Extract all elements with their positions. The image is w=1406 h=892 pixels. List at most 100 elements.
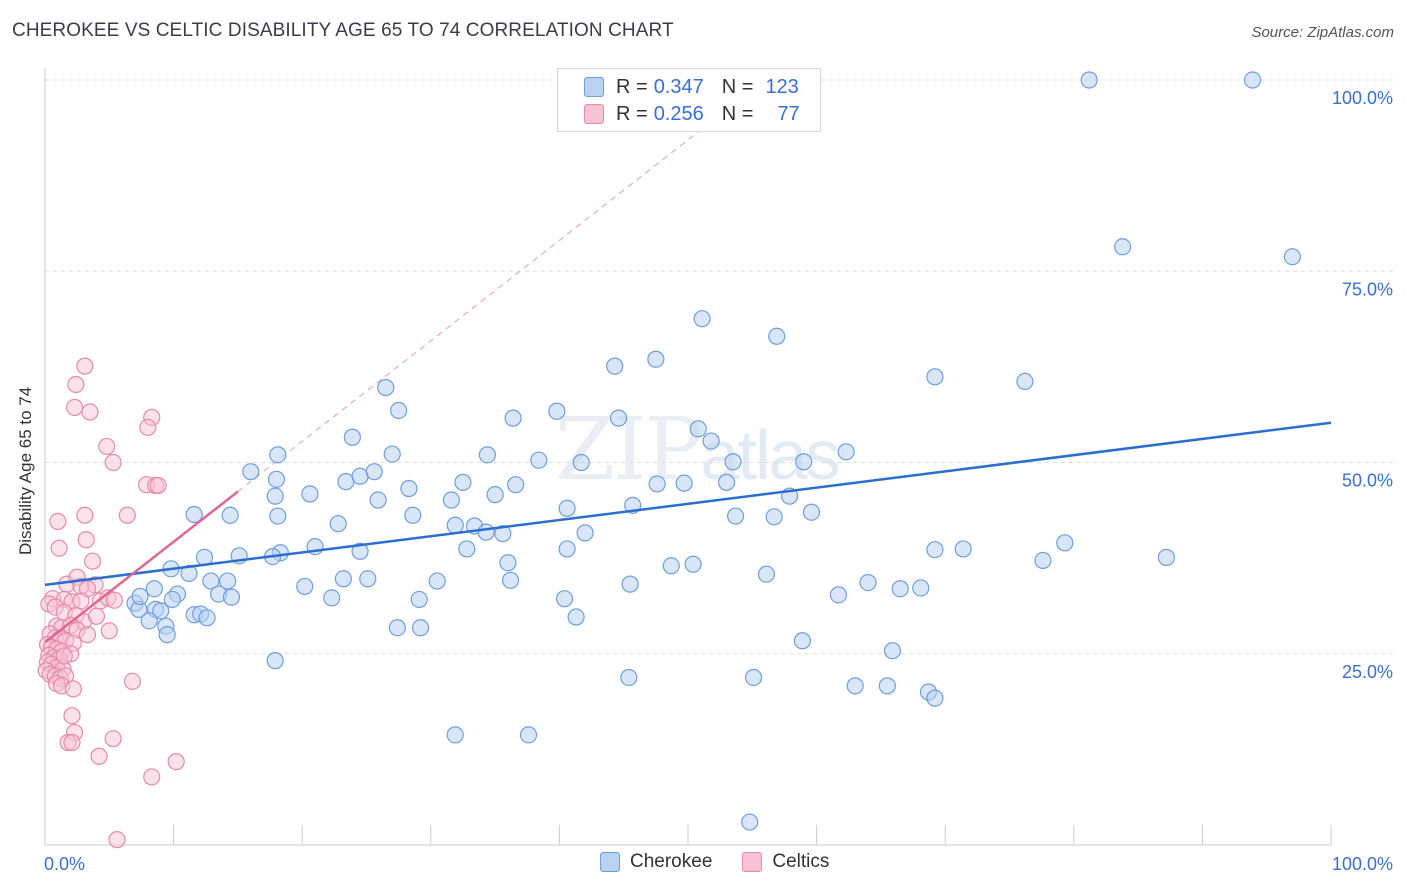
cherokee-point — [829, 586, 848, 604]
cherokee-point — [343, 428, 361, 446]
legend-n-label: N = — [721, 102, 754, 125]
cherokee-point — [1056, 534, 1074, 552]
cherokee-point — [202, 572, 220, 590]
legend-n-value: 77 — [777, 102, 800, 125]
cherokee-point — [499, 554, 517, 572]
celtics-point — [167, 753, 185, 771]
celtics-point — [81, 403, 99, 421]
cherokee-point — [507, 476, 525, 494]
celtics-points — [37, 357, 185, 849]
cherokee-point — [351, 467, 369, 485]
legend-label-celtics: Celtics — [772, 851, 830, 872]
celtics-trend-extension — [237, 114, 721, 493]
cherokee-point — [269, 507, 287, 525]
cherokee-point — [219, 572, 237, 590]
cherokee-point — [198, 609, 216, 627]
cherokee-point — [442, 491, 460, 509]
celtics-point — [49, 512, 67, 531]
cherokee-point — [329, 515, 347, 533]
cherokee-point — [726, 507, 745, 525]
axes — [44, 68, 1332, 846]
cherokee-point — [269, 446, 287, 464]
cherokee-point — [267, 470, 286, 488]
cherokee-point — [647, 350, 665, 368]
cherokee-point — [717, 473, 736, 491]
cherokee-point — [724, 453, 742, 471]
cherokee-point — [323, 589, 341, 607]
cherokee-point — [446, 516, 464, 534]
cherokee-point — [242, 463, 260, 481]
cherokee-point — [689, 420, 707, 438]
correlation-legend: R = 0.347 N = 123 R = 0.256 N = 77 — [557, 68, 821, 132]
cherokee-trend-line — [44, 421, 1332, 587]
cherokee-point — [140, 612, 158, 630]
cherokee-point — [926, 368, 944, 386]
celtics-point — [104, 453, 122, 472]
tick-labels: 25.0% 50.0% 75.0% 100.0% 0.0% 100.0% — [44, 88, 1393, 874]
cherokee-point — [878, 677, 896, 695]
source-credit: Source: ZipAtlas.com — [1251, 24, 1394, 41]
legend-r-value: 0.347 — [653, 75, 704, 98]
legend-n-label: N = — [721, 75, 754, 98]
cherokee-point — [802, 503, 821, 521]
legend-r-label: R = — [616, 102, 648, 125]
cherokee-point — [388, 619, 406, 637]
cherokee-point — [741, 813, 759, 831]
cherokee-point — [567, 608, 585, 626]
cherokee-swatch — [584, 77, 604, 97]
cherokee-point — [837, 443, 855, 461]
cherokee-point — [390, 401, 408, 420]
cherokee-point — [572, 453, 590, 472]
cherokee-point — [454, 473, 472, 491]
cherokee-point — [548, 402, 566, 420]
legend-r-value: 0.256 — [653, 102, 704, 125]
cherokee-point — [555, 590, 574, 608]
cherokee-point — [954, 540, 972, 558]
celtics-point — [72, 592, 90, 610]
celtics-point — [63, 733, 81, 752]
cherokee-point — [494, 525, 512, 543]
cherokee-point — [185, 505, 203, 524]
cherokee-point — [846, 677, 864, 695]
cherokee-point — [765, 508, 783, 526]
x-tick-label-max: 100.0% — [1332, 854, 1393, 874]
cherokee-point — [158, 626, 176, 644]
cherokee-point — [744, 668, 763, 687]
cherokee-point — [365, 463, 383, 481]
cherokee-point — [478, 446, 496, 464]
celtics-point — [83, 552, 102, 570]
celtics-point — [104, 730, 122, 748]
cherokee-point — [859, 574, 877, 592]
cherokee-point — [359, 570, 377, 588]
cherokee-point — [648, 475, 666, 493]
cherokee-point — [404, 506, 422, 524]
cherokee-point — [621, 575, 639, 593]
celtics-point — [90, 747, 108, 765]
celtics-point — [76, 506, 94, 524]
celtics-point — [118, 506, 136, 524]
cherokee-point — [504, 409, 522, 427]
legend-row-cherokee: R = 0.347 N = 123 — [584, 75, 799, 99]
cherokee-point — [576, 524, 594, 542]
cherokee-point — [684, 555, 702, 573]
celtics-legend-swatch — [742, 852, 763, 872]
cherokee-point — [768, 327, 786, 345]
celtics-point — [105, 591, 124, 609]
cherokee-point — [477, 523, 495, 541]
cherokee-point — [377, 378, 395, 397]
cherokee-point — [411, 619, 430, 637]
celtics-point — [98, 437, 116, 456]
cherokee-point — [301, 485, 319, 503]
cherokee-point — [891, 580, 909, 598]
y-tick-label: 25.0% — [1342, 662, 1393, 682]
y-axis-label: Disability Age 65 to 74 — [16, 386, 35, 555]
cherokee-point — [926, 541, 944, 559]
cherokee-point — [1157, 548, 1175, 566]
celtics-point — [100, 622, 118, 640]
cherokee-point — [180, 564, 198, 583]
cherokee-point — [530, 451, 548, 469]
cherokee-point — [1016, 372, 1034, 391]
celtics-point — [77, 531, 95, 549]
cherokee-point — [163, 590, 181, 609]
